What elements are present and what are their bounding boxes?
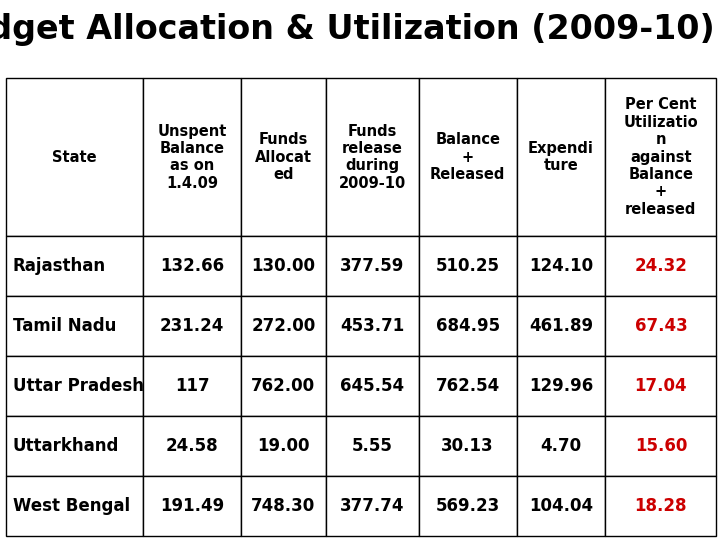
- Bar: [143, 296, 241, 356]
- Bar: [516, 78, 606, 236]
- Text: Funds
release
during
2009-10: Funds release during 2009-10: [338, 124, 406, 191]
- Bar: [606, 356, 716, 416]
- Text: 510.25: 510.25: [436, 257, 500, 275]
- Text: 231.24: 231.24: [160, 317, 225, 335]
- Bar: [241, 296, 325, 356]
- Bar: [241, 236, 325, 296]
- Text: 569.23: 569.23: [436, 497, 500, 515]
- Text: 377.59: 377.59: [340, 257, 405, 275]
- Bar: [516, 476, 606, 536]
- Bar: [516, 296, 606, 356]
- Text: 453.71: 453.71: [340, 317, 405, 335]
- Text: 4.70: 4.70: [541, 437, 582, 455]
- Text: 24.32: 24.32: [634, 257, 688, 275]
- Text: 762.00: 762.00: [251, 377, 315, 395]
- Bar: [419, 416, 516, 476]
- Text: 461.89: 461.89: [529, 317, 593, 335]
- Bar: [516, 236, 606, 296]
- Text: 30.13: 30.13: [441, 437, 494, 455]
- Bar: [143, 356, 241, 416]
- Bar: [419, 356, 516, 416]
- Text: 748.30: 748.30: [251, 497, 315, 515]
- Bar: [143, 476, 241, 536]
- Bar: [606, 236, 716, 296]
- Bar: [143, 416, 241, 476]
- Text: 272.00: 272.00: [251, 317, 315, 335]
- Text: 18.28: 18.28: [634, 497, 687, 515]
- Bar: [606, 78, 716, 236]
- Text: State: State: [53, 150, 97, 165]
- Bar: [6, 78, 143, 236]
- Text: Per Cent
Utilizatio
n
against
Balance
+
released: Per Cent Utilizatio n against Balance + …: [624, 98, 698, 217]
- Bar: [419, 78, 516, 236]
- Text: 19.00: 19.00: [257, 437, 310, 455]
- Bar: [419, 476, 516, 536]
- Text: 24.58: 24.58: [166, 437, 219, 455]
- Text: Rajasthan: Rajasthan: [13, 257, 106, 275]
- Text: Expendi
ture: Expendi ture: [528, 141, 594, 173]
- Text: 67.43: 67.43: [634, 317, 688, 335]
- Text: 124.10: 124.10: [529, 257, 593, 275]
- Bar: [419, 236, 516, 296]
- Text: 191.49: 191.49: [160, 497, 225, 515]
- Bar: [325, 476, 419, 536]
- Text: Tamil Nadu: Tamil Nadu: [13, 317, 117, 335]
- Text: Uttar Pradesh: Uttar Pradesh: [13, 377, 144, 395]
- Bar: [241, 416, 325, 476]
- Text: 117: 117: [175, 377, 210, 395]
- Bar: [419, 296, 516, 356]
- Bar: [241, 78, 325, 236]
- Bar: [241, 476, 325, 536]
- Bar: [325, 78, 419, 236]
- Bar: [516, 356, 606, 416]
- Text: Funds
Allocat
ed: Funds Allocat ed: [255, 132, 312, 182]
- Bar: [6, 236, 143, 296]
- Bar: [325, 356, 419, 416]
- Text: Uttarkhand: Uttarkhand: [13, 437, 120, 455]
- Text: 684.95: 684.95: [436, 317, 500, 335]
- Bar: [241, 356, 325, 416]
- Bar: [606, 416, 716, 476]
- Text: 104.04: 104.04: [529, 497, 593, 515]
- Bar: [325, 236, 419, 296]
- Text: 132.66: 132.66: [161, 257, 225, 275]
- Bar: [516, 416, 606, 476]
- Bar: [325, 416, 419, 476]
- Bar: [606, 476, 716, 536]
- Bar: [6, 476, 143, 536]
- Bar: [143, 78, 241, 236]
- Text: 5.55: 5.55: [352, 437, 392, 455]
- Bar: [6, 356, 143, 416]
- Text: 17.04: 17.04: [634, 377, 687, 395]
- Bar: [6, 416, 143, 476]
- Text: 762.54: 762.54: [436, 377, 500, 395]
- Text: 129.96: 129.96: [528, 377, 593, 395]
- Text: Budget Allocation & Utilization (2009-10) (5): Budget Allocation & Utilization (2009-10…: [0, 14, 720, 46]
- Text: 15.60: 15.60: [635, 437, 687, 455]
- Bar: [143, 236, 241, 296]
- Text: Balance
+
Released: Balance + Released: [430, 132, 505, 182]
- Bar: [6, 296, 143, 356]
- Text: 130.00: 130.00: [251, 257, 315, 275]
- Text: West Bengal: West Bengal: [13, 497, 130, 515]
- Text: 377.74: 377.74: [340, 497, 405, 515]
- Bar: [606, 296, 716, 356]
- Text: Unspent
Balance
as on
1.4.09: Unspent Balance as on 1.4.09: [158, 124, 227, 191]
- Bar: [325, 296, 419, 356]
- Text: 645.54: 645.54: [340, 377, 404, 395]
